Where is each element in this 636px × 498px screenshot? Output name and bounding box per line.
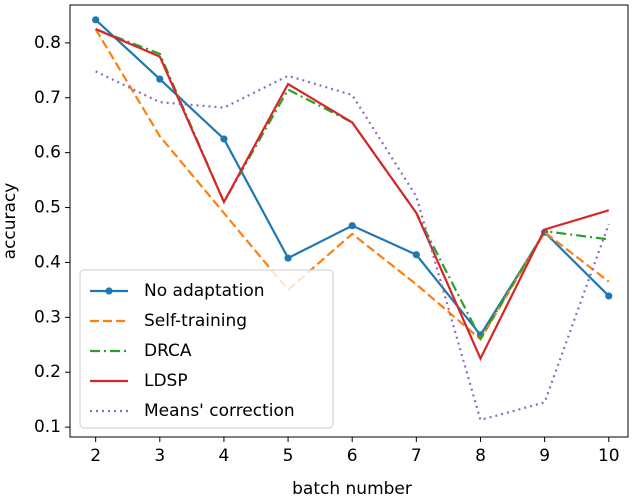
y-tick-label: 0.2 <box>34 362 61 382</box>
y-tick-label: 0.8 <box>34 33 61 53</box>
x-tick-label: 5 <box>283 446 294 466</box>
legend-box <box>79 269 334 429</box>
legend: No adaptation Self-training DRCA LDSP Means'… <box>79 269 334 429</box>
x-tick-label: 10 <box>598 446 620 466</box>
y-axis-label: accuracy <box>0 183 20 260</box>
y-tick-label: 0.3 <box>34 307 61 327</box>
x-tick-label: 7 <box>411 446 422 466</box>
legend-label: DRCA <box>144 341 192 361</box>
x-tick-label: 3 <box>154 446 165 466</box>
plot-frame <box>69 4 629 438</box>
data-point <box>284 254 292 262</box>
legend-label: Means' correction <box>144 401 295 421</box>
y-tick-label: 0.5 <box>34 198 61 218</box>
x-tick-label: 8 <box>475 446 486 466</box>
data-point <box>220 135 228 143</box>
y-tick-label: 0.7 <box>34 88 61 108</box>
series-line <box>94 28 610 341</box>
legend-label: LDSP <box>144 371 188 391</box>
legend-marker <box>105 287 113 295</box>
y-tick-label: 0.6 <box>34 143 61 163</box>
data-point <box>156 75 164 83</box>
series-line <box>95 28 610 362</box>
data-point <box>412 251 420 259</box>
x-tick-label: 6 <box>347 446 358 466</box>
legend-label: No adaptation <box>144 281 265 301</box>
x-tick-label: 9 <box>539 446 550 466</box>
legend-label: Self-training <box>144 311 247 331</box>
data-point <box>92 16 100 24</box>
y-tick-label: 0.4 <box>34 252 61 272</box>
data-point <box>605 292 613 300</box>
y-tick-label: 0.1 <box>34 417 61 437</box>
x-tick-label: 2 <box>90 446 101 466</box>
x-axis-label: batch number <box>292 479 412 498</box>
data-point <box>348 222 356 230</box>
x-tick-label: 4 <box>219 446 230 466</box>
